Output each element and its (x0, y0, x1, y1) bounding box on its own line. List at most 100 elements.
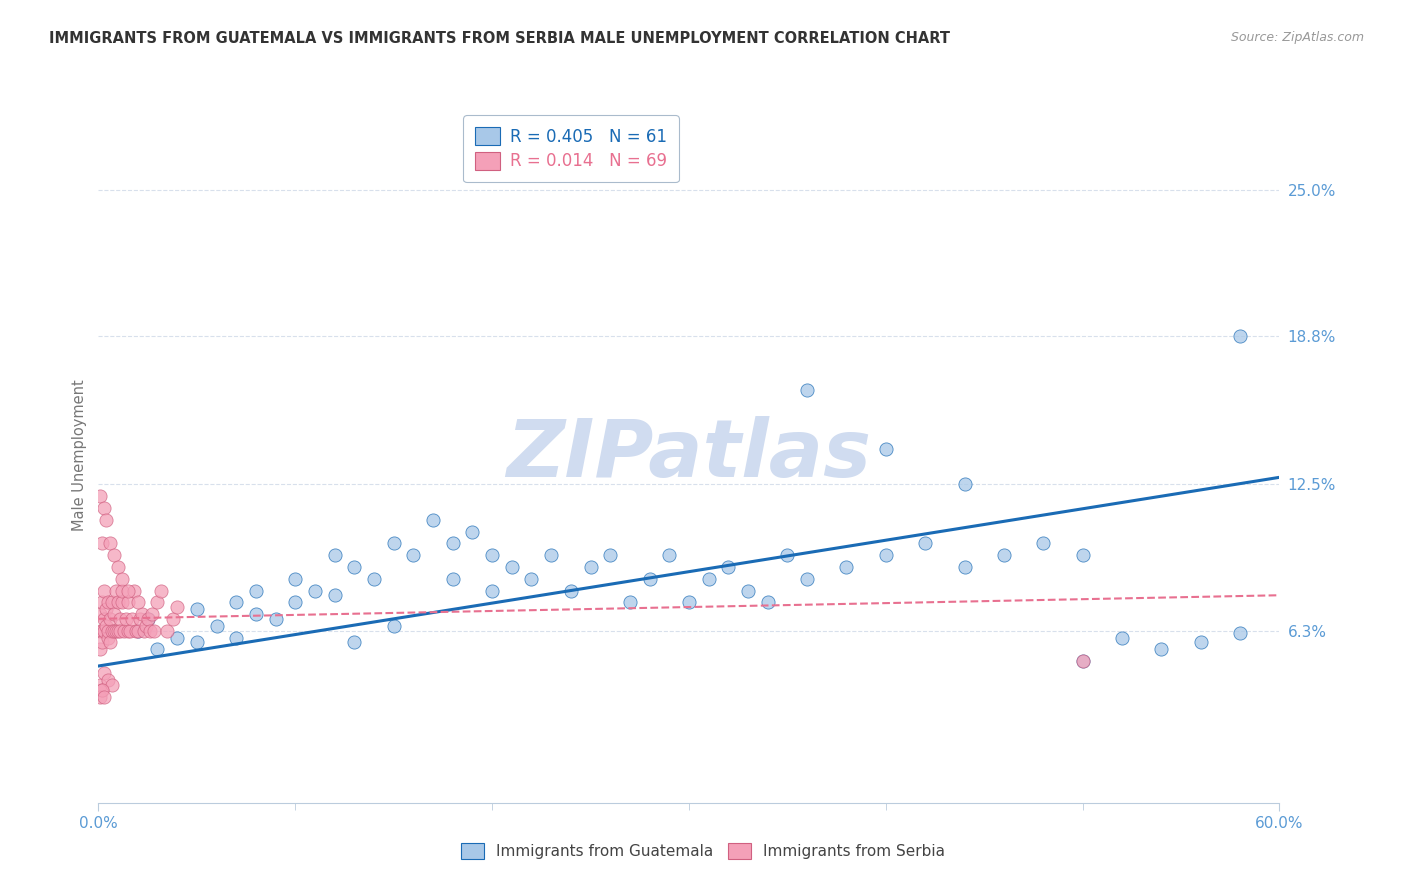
Point (96, 602, 118, 616)
Point (105, 624, 128, 638)
Legend: Immigrants from Guatemala, Immigrants from Serbia: Immigrants from Guatemala, Immigrants fr… (453, 835, 953, 866)
Point (796, 383, 818, 397)
Point (697, 572, 720, 586)
Point (97, 631, 120, 645)
Point (245, 583, 267, 598)
Point (117, 595, 139, 609)
Point (343, 635, 366, 649)
Point (304, 583, 326, 598)
Point (101, 624, 124, 638)
Point (146, 642, 169, 657)
Point (93, 624, 115, 638)
Point (98, 536, 121, 550)
Point (1229, 626, 1251, 640)
Point (382, 536, 405, 550)
Point (91, 682, 114, 697)
Point (323, 548, 346, 562)
Text: Source: ZipAtlas.com: Source: ZipAtlas.com (1230, 31, 1364, 45)
Point (89, 642, 111, 657)
Point (953, 477, 976, 491)
Point (481, 548, 503, 562)
Point (97, 624, 120, 638)
Point (146, 595, 169, 609)
Point (225, 631, 247, 645)
Point (117, 583, 139, 598)
Point (953, 560, 976, 574)
Point (93, 612, 115, 626)
Point (914, 536, 936, 550)
Point (127, 624, 149, 638)
Point (127, 595, 149, 609)
Point (166, 600, 188, 615)
Point (98, 635, 121, 649)
Point (142, 624, 165, 638)
Y-axis label: Male Unemployment: Male Unemployment (72, 379, 87, 531)
Point (136, 612, 159, 626)
Point (1032, 536, 1054, 550)
Point (97, 673, 120, 688)
Point (107, 595, 129, 609)
Point (737, 583, 759, 598)
Text: ZIPatlas: ZIPatlas (506, 416, 872, 494)
Point (162, 612, 184, 626)
Point (1111, 631, 1133, 645)
Point (128, 612, 150, 626)
Point (150, 583, 173, 598)
Point (560, 583, 582, 598)
Point (89, 690, 111, 704)
Point (122, 583, 145, 598)
Point (89, 678, 111, 692)
Point (103, 548, 125, 562)
Point (93, 690, 115, 704)
Point (103, 624, 125, 638)
Point (186, 635, 208, 649)
Point (93, 583, 115, 598)
Point (579, 560, 602, 574)
Point (363, 572, 385, 586)
Point (638, 572, 661, 586)
Point (132, 624, 155, 638)
Point (284, 572, 307, 586)
Point (875, 442, 897, 456)
Point (93, 500, 115, 515)
Point (284, 595, 307, 609)
Point (111, 572, 134, 586)
Point (91, 536, 114, 550)
Point (1071, 548, 1094, 562)
Point (540, 548, 562, 562)
Point (112, 624, 135, 638)
Point (245, 607, 267, 621)
Point (108, 612, 131, 626)
Point (166, 631, 188, 645)
Legend: R = 0.405   N = 61, R = 0.014   N = 69: R = 0.405 N = 61, R = 0.014 N = 69 (463, 115, 679, 182)
Point (205, 619, 228, 633)
Point (776, 548, 799, 562)
Point (111, 595, 134, 609)
Point (107, 560, 129, 574)
Point (141, 607, 163, 621)
Point (101, 678, 124, 692)
Point (91, 624, 114, 638)
Point (835, 560, 858, 574)
Point (461, 524, 484, 539)
Point (658, 548, 681, 562)
Point (98, 612, 121, 626)
Point (156, 624, 179, 638)
Point (91, 682, 114, 697)
Point (96, 513, 118, 527)
Point (382, 619, 405, 633)
Point (678, 595, 700, 609)
Point (343, 560, 366, 574)
Point (422, 513, 444, 527)
Point (121, 612, 143, 626)
Point (264, 612, 287, 626)
Point (186, 602, 208, 616)
Point (135, 619, 157, 633)
Point (323, 588, 346, 602)
Point (1229, 328, 1251, 343)
Point (105, 583, 128, 598)
Point (225, 595, 247, 609)
Point (441, 536, 464, 550)
Text: IMMIGRANTS FROM GUATEMALA VS IMMIGRANTS FROM SERBIA MALE UNEMPLOYMENT CORRELATIO: IMMIGRANTS FROM GUATEMALA VS IMMIGRANTS … (49, 31, 950, 46)
Point (756, 595, 779, 609)
